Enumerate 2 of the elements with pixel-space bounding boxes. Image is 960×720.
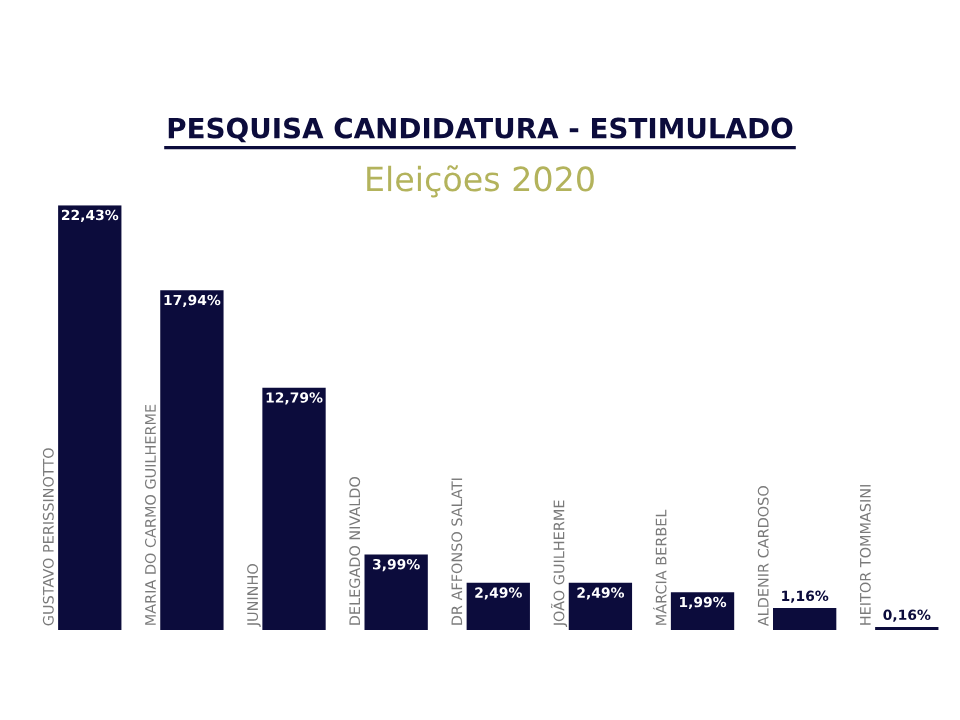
chart-subtitle: Eleições 2020 xyxy=(367,165,594,198)
chart-title: PESQUISA CANDIDATURA - ESTIMULADO xyxy=(168,117,793,143)
